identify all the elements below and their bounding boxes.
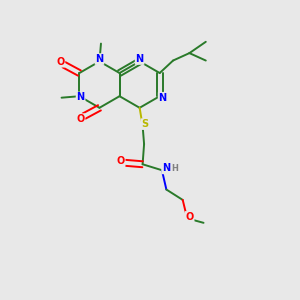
Text: N: N xyxy=(95,54,104,64)
Text: O: O xyxy=(56,57,64,67)
Text: O: O xyxy=(76,114,85,124)
Text: N: N xyxy=(159,93,167,103)
Text: N: N xyxy=(76,92,85,102)
Text: N: N xyxy=(136,54,144,64)
Text: H: H xyxy=(172,164,178,173)
Text: O: O xyxy=(116,156,125,166)
Text: S: S xyxy=(141,119,148,129)
Text: N: N xyxy=(162,164,170,173)
Text: O: O xyxy=(185,212,194,222)
